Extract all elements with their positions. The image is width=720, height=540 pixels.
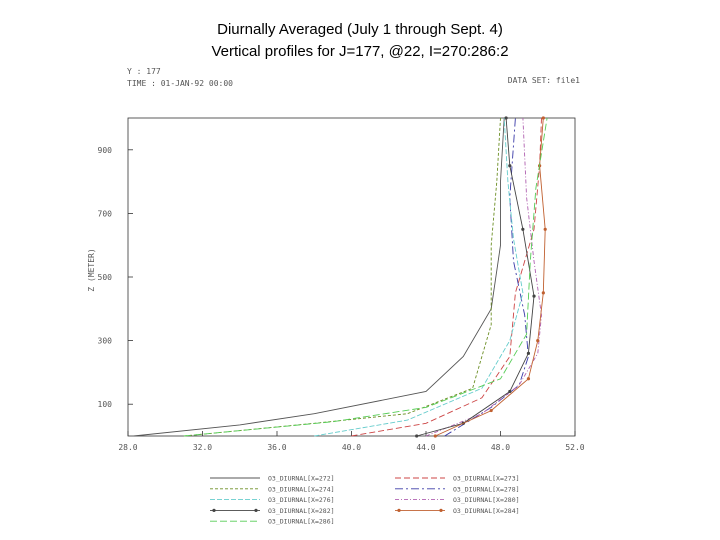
data-point-marker [532,294,536,298]
data-point-marker [521,227,525,231]
series-line [416,117,535,437]
header-time-label: TIME : 01-JAN-92 00:00 [127,79,233,88]
series-line [133,117,505,437]
legend-label: O3_DIURNAL[X=272] [268,475,335,483]
data-point-marker [508,389,512,394]
series-line [183,117,548,437]
x-tick-label: 52.0 [565,443,584,452]
header-dataset-label: DATA SET: file1 [508,76,580,85]
data-point-marker [489,408,493,413]
y-axis: 100 300 500 700 900 [98,146,133,409]
legend-marker [439,508,443,512]
series-line [444,117,529,437]
y-tick-label: 300 [98,337,113,346]
x-tick-label: 32.0 [193,443,212,452]
data-point-marker [543,227,547,231]
legend-label: O3_DIURNAL[X=282] [268,507,335,515]
legend-marker [397,508,401,512]
x-tick-label: 44.0 [416,443,435,452]
data-point-marker [541,291,545,295]
data-point-marker [508,164,512,168]
legend-label: O3_DIURNAL[X=286] [268,518,335,526]
series-line [314,117,524,437]
series-line [425,117,542,437]
series-lines [133,116,548,438]
x-tick-label: 48.0 [491,443,510,452]
data-point-marker [415,434,419,438]
header-y-label: Y : 177 [127,67,161,76]
series-line [435,117,546,437]
y-tick-label: 700 [98,209,113,218]
legend-label: O3_DIURNAL[X=273] [453,475,520,483]
legend-marker [212,508,216,512]
y-axis-label: Z (METER) [87,248,96,291]
data-point-marker [526,377,531,381]
series-line [351,117,542,437]
chart-title-line1: Diurnally Averaged (July 1 through Sept.… [217,21,503,38]
legend-label: O3_DIURNAL[X=276] [268,496,335,504]
y-tick-label: 500 [98,273,113,282]
legend-label: O3_DIURNAL[X=280] [453,496,520,504]
x-axis: 28.0 32.0 36.0 40.0 44.0 48.0 52.0 [118,431,585,452]
legend-label: O3_DIURNAL[X=278] [453,485,520,493]
data-point-marker [433,434,437,438]
x-tick-label: 40.0 [342,443,361,452]
x-tick-label: 28.0 [118,443,137,452]
legend-label: O3_DIURNAL[X=284] [453,507,520,515]
x-tick-label: 36.0 [267,443,286,452]
y-tick-label: 100 [98,400,113,409]
data-point-marker [536,339,540,343]
plot-frame [127,117,576,437]
chart-title-line2: Vertical profiles for J=177, @22, I=270:… [211,43,509,60]
series-line [183,117,501,437]
y-tick-label: 900 [98,146,113,155]
data-point-marker [504,116,508,120]
legend-marker [254,508,258,512]
data-point-marker [526,351,531,355]
legend-label: O3_DIURNAL[X=274] [268,485,335,493]
data-point-marker [541,116,545,120]
legend: O3_DIURNAL[X=272] O3_DIURNAL[X=273] O3_DIU… [210,475,520,526]
